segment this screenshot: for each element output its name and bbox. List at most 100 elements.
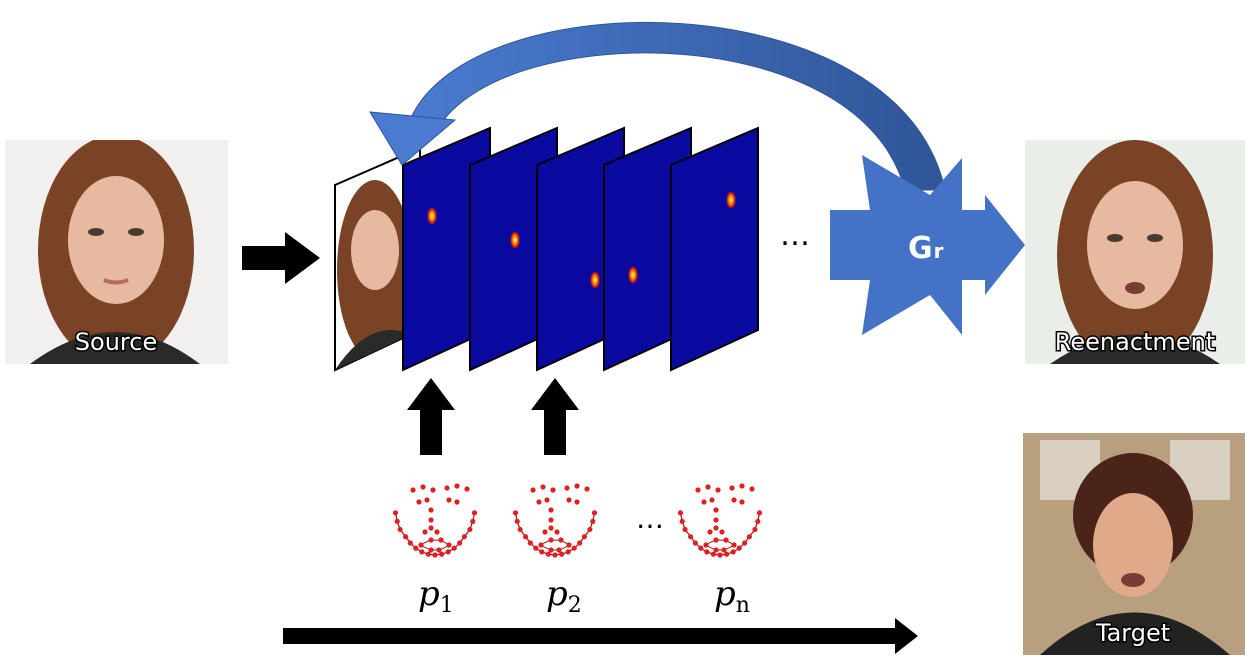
landmark-point [590, 519, 595, 524]
reenactment-label: Reenactment [1055, 328, 1215, 356]
landmark-point [446, 542, 451, 547]
landmark-point [416, 499, 421, 504]
landmark-point [592, 510, 597, 515]
arrow [531, 378, 579, 455]
landmark-subscript: n [736, 593, 750, 618]
heatmap-spot [427, 207, 437, 225]
landmark-point [434, 529, 439, 534]
mouth [706, 540, 734, 550]
target-label: Target [1095, 619, 1170, 647]
landmark-point [695, 487, 700, 492]
landmark-point [513, 510, 518, 515]
landmark-point [446, 497, 451, 502]
landmark-point [556, 547, 561, 552]
landmark-point [683, 527, 688, 532]
landmark-symbol: p [546, 574, 568, 614]
landmark-face [678, 483, 762, 557]
landmark-symbol: p [418, 574, 440, 614]
landmark-face [393, 483, 477, 557]
landmark-point [454, 483, 459, 488]
landmark-point [701, 499, 706, 504]
landmark-point [688, 534, 693, 539]
mouth [541, 540, 569, 550]
generator-subscript: r [934, 239, 944, 263]
landmark-point [408, 540, 413, 545]
landmark-point [707, 529, 712, 534]
landmark-point [418, 542, 423, 547]
time-arrow [283, 618, 918, 654]
landmark-point [428, 517, 433, 522]
landmark-point [538, 542, 543, 547]
landmark-point [464, 486, 469, 491]
landmark-point [713, 525, 718, 530]
landmark-label: pn [714, 574, 750, 618]
landmark-point [472, 510, 477, 515]
landmark-point [717, 552, 722, 557]
landmark-point [566, 542, 571, 547]
landmark-point [713, 547, 718, 552]
landmark-point [678, 510, 683, 515]
landmark-point [548, 507, 553, 512]
ellipsis: … [636, 502, 664, 535]
landmark-point [564, 485, 569, 490]
landmark-point [566, 497, 571, 502]
landmark-point [552, 552, 557, 557]
landmark-point [444, 485, 449, 490]
landmark-point [438, 537, 443, 542]
landmark-point [737, 546, 742, 551]
landmark-point [413, 546, 418, 551]
ellipsis: … [780, 218, 810, 253]
landmark-point [572, 546, 577, 551]
landmark-point [530, 487, 535, 492]
landmark-point [723, 537, 728, 542]
landmark-point [539, 549, 544, 554]
landmark-point [739, 483, 744, 488]
landmark-point [432, 552, 437, 557]
landmark-point [719, 529, 724, 534]
heatmap-spot [726, 191, 736, 209]
heatmap-spot [590, 271, 600, 289]
heatmap-panel [671, 128, 758, 370]
landmark-symbol: p [714, 574, 736, 614]
landmark-point [582, 534, 587, 539]
landmark-point [703, 542, 708, 547]
landmark-point [713, 517, 718, 522]
landmark-point [430, 487, 435, 492]
landmark-point [515, 519, 520, 524]
landmark-point [709, 497, 714, 502]
landmark-point [462, 534, 467, 539]
landmark-point [428, 537, 433, 542]
landmark-point [704, 549, 709, 554]
landmark-point [420, 484, 425, 489]
landmark-point [574, 499, 579, 504]
landmark-point [542, 529, 547, 534]
landmark-point [428, 525, 433, 530]
landmark-point [395, 519, 400, 524]
landmark-point [705, 484, 710, 489]
landmark-point [544, 497, 549, 502]
landmark-point [713, 537, 718, 542]
landmark-point [550, 487, 555, 492]
landmark-point [558, 537, 563, 542]
arrow [407, 378, 455, 455]
landmark-point [548, 537, 553, 542]
landmark-point [742, 540, 747, 545]
landmark-point [422, 529, 427, 534]
landmark-point [574, 483, 579, 488]
landmark-point [584, 486, 589, 491]
landmark-point [419, 549, 424, 554]
landmark-point [713, 507, 718, 512]
landmark-point [428, 507, 433, 512]
diagram: Source … Gr Reenactment Target p1p2pn … [0, 0, 1253, 658]
landmark-point [715, 487, 720, 492]
landmark-point [436, 547, 441, 552]
landmark-point [518, 527, 523, 532]
landmark-point [698, 546, 703, 551]
landmark-point [393, 510, 398, 515]
landmark-point [470, 519, 475, 524]
landmark-point [721, 547, 726, 552]
landmark-label: p1 [418, 574, 454, 618]
landmark-point [747, 534, 752, 539]
landmark-point [680, 519, 685, 524]
arrow [242, 232, 320, 284]
